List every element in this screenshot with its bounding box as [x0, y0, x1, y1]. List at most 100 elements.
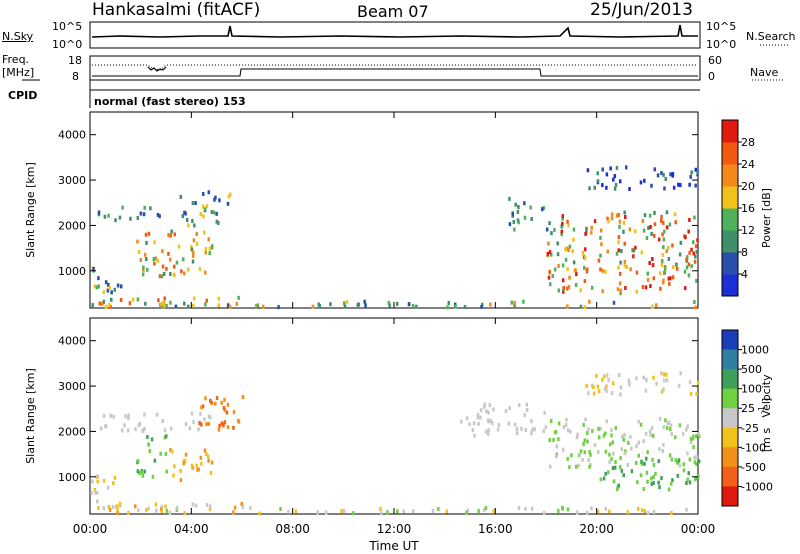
echo-cell	[530, 431, 533, 436]
echo-cell	[175, 260, 179, 265]
echo-cell	[614, 426, 618, 431]
echo-cell	[232, 510, 235, 515]
velocity-colorbar-tick-label: 100	[741, 383, 762, 396]
echo-cell	[190, 245, 193, 250]
echo-cell	[203, 448, 207, 453]
echo-cell	[605, 384, 608, 389]
echo-cell	[635, 289, 639, 294]
velocity-colorbar-swatch	[722, 466, 738, 487]
echo-cell	[151, 474, 155, 479]
echo-cell	[662, 237, 666, 242]
echo-cell	[677, 182, 680, 187]
echo-cell	[465, 510, 468, 515]
echo-cell	[620, 447, 623, 452]
echo-cell	[665, 210, 669, 215]
echo-cell	[225, 410, 229, 415]
echo-cell	[168, 510, 172, 515]
echo-cell	[669, 423, 673, 428]
echo-cell	[662, 220, 665, 225]
echo-cell	[208, 246, 212, 251]
echo-cell	[107, 282, 110, 287]
echo-cell	[572, 227, 576, 232]
echo-cell	[91, 303, 94, 308]
x-tick-label: 12:00	[377, 522, 412, 536]
echo-cell	[583, 247, 587, 252]
echo-cell	[165, 303, 168, 308]
echo-cell	[655, 381, 658, 386]
echo-cell	[607, 470, 610, 475]
echo-cell	[181, 257, 185, 262]
echo-cell	[626, 510, 629, 515]
velocity-colorbar-swatch	[722, 369, 738, 390]
echo-cell	[437, 506, 440, 511]
echo-cell	[650, 481, 654, 486]
echo-cell	[169, 233, 172, 238]
power-colorbar-tick-label: 16	[741, 202, 755, 215]
echo-cell	[613, 465, 617, 470]
echo-cell	[652, 480, 655, 485]
echo-cell	[564, 257, 568, 262]
echo-cell	[694, 254, 697, 259]
echo-cell	[145, 257, 148, 262]
power-colorbar-swatch	[722, 252, 738, 275]
echo-cell	[173, 464, 176, 469]
echo-cell	[566, 507, 570, 512]
echo-cell	[622, 473, 625, 478]
echo-cell	[561, 214, 565, 219]
echo-cell	[182, 461, 185, 466]
echo-cell	[627, 440, 630, 445]
echo-cell	[184, 422, 188, 427]
echo-cell	[685, 427, 688, 432]
echo-cell	[548, 438, 552, 443]
echo-cell	[468, 422, 471, 427]
echo-cell	[660, 259, 664, 264]
echo-cell	[649, 224, 652, 229]
echo-cell	[112, 481, 115, 486]
echo-cell	[596, 171, 600, 176]
x-tick-label: 00:00	[73, 522, 108, 536]
x-ticks: 00:00 04:00 08:00 12:00 16:00 20:00 00:00	[73, 522, 716, 536]
velocity-colorbar-tick-label: 500	[741, 363, 762, 376]
y-tick-label: 3000	[58, 174, 86, 187]
echo-cell	[622, 229, 625, 234]
echo-cell	[653, 167, 657, 172]
echo-cell	[683, 269, 687, 274]
echo-cell	[147, 231, 151, 236]
echo-cell	[226, 425, 230, 430]
echo-cell	[184, 452, 188, 457]
echo-cell	[96, 499, 99, 504]
echo-cell	[604, 449, 608, 454]
echo-cell	[626, 462, 629, 467]
echo-cell	[261, 304, 265, 309]
echo-cell	[204, 452, 208, 457]
echo-cell	[646, 479, 649, 484]
echo-cell	[587, 458, 590, 463]
echo-cell	[113, 475, 117, 480]
echo-cell	[605, 419, 609, 424]
echo-cell	[192, 296, 196, 301]
echo-cell	[588, 464, 591, 469]
echo-cell	[616, 287, 620, 292]
echo-cell	[640, 508, 644, 513]
echo-cell	[357, 302, 361, 307]
echo-cell	[159, 451, 162, 456]
echo-cell	[204, 302, 207, 307]
echo-cell	[629, 434, 632, 439]
echo-cell	[508, 196, 511, 201]
echo-cell	[102, 299, 106, 304]
echo-cell	[150, 437, 154, 442]
echo-cell	[583, 438, 587, 443]
echo-cell	[669, 427, 672, 432]
power-colorbar-swatch	[722, 142, 738, 165]
echo-cell	[482, 404, 486, 409]
echo-cell	[579, 304, 583, 309]
echo-cell	[597, 435, 601, 440]
echo-cell	[690, 247, 693, 252]
echo-cell	[517, 205, 520, 210]
echo-cell	[670, 457, 674, 462]
power-colorbar-tick-label: 24	[741, 158, 755, 171]
echo-cell	[343, 304, 347, 309]
echo-cell	[197, 467, 200, 472]
echo-cell	[200, 405, 203, 410]
echo-cell	[566, 428, 570, 433]
